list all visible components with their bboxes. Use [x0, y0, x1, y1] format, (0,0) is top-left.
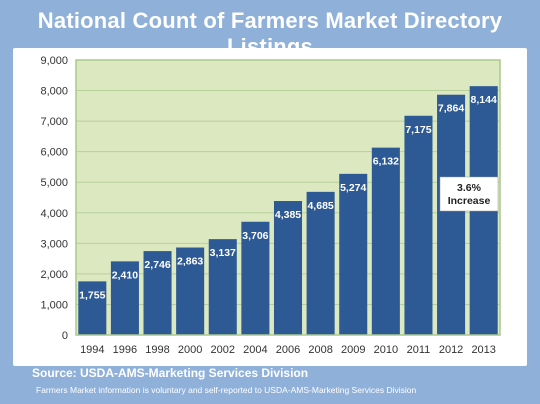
- y-tick-label: 4,000: [40, 208, 68, 220]
- footnote: Farmers Market information is voluntary …: [36, 385, 417, 395]
- data-label: 7,864: [438, 103, 464, 115]
- x-tick-label: 1996: [113, 344, 137, 356]
- bar: [241, 221, 270, 335]
- y-tick-label: 8,000: [40, 86, 68, 98]
- x-tick-label: 1994: [80, 344, 104, 356]
- x-tick-label: 2013: [471, 344, 495, 356]
- y-tick-label: 5,000: [40, 177, 68, 189]
- bar: [208, 239, 237, 335]
- bar: [143, 251, 172, 335]
- annotation-box: [439, 176, 499, 212]
- bar: [273, 201, 303, 335]
- x-tick-label: 2006: [276, 344, 300, 356]
- y-tick-label: 2,000: [40, 269, 68, 281]
- x-tick-label: 2010: [374, 344, 398, 356]
- data-label: 3,137: [210, 247, 236, 259]
- data-label: 6,132: [373, 156, 399, 168]
- y-tick-label: 0: [62, 330, 68, 342]
- y-tick-label: 1,000: [40, 299, 68, 311]
- data-label: 8,144: [471, 94, 497, 106]
- bar: [110, 261, 139, 335]
- data-label: 7,175: [405, 124, 431, 136]
- x-tick-label: 2002: [211, 344, 235, 356]
- data-label: 5,274: [340, 182, 366, 194]
- data-label: 2,410: [112, 269, 138, 281]
- x-tick-label: 2000: [178, 344, 202, 356]
- y-tick-label: 9,000: [40, 55, 68, 67]
- annotation-text: Increase: [448, 195, 491, 207]
- bar: [339, 173, 368, 335]
- x-tick-label: 2008: [308, 344, 332, 356]
- data-label: 4,685: [307, 200, 333, 212]
- y-tick-label: 3,000: [40, 238, 68, 250]
- bar: [437, 94, 466, 335]
- bar: [176, 247, 205, 335]
- x-tick-label: 2012: [439, 344, 463, 356]
- data-label: 3,706: [242, 230, 268, 242]
- bar: [404, 115, 433, 335]
- y-tick-label: 6,000: [40, 147, 68, 159]
- x-tick-label: 2011: [407, 344, 431, 356]
- bar: [78, 281, 107, 335]
- x-tick-label: 2004: [243, 344, 267, 356]
- bar: [306, 191, 335, 335]
- x-tick-label: 1998: [145, 344, 169, 356]
- data-label: 2,746: [144, 259, 170, 271]
- data-label: 2,863: [177, 256, 203, 268]
- y-tick-label: 7,000: [40, 116, 68, 128]
- x-tick-label: 2009: [341, 344, 365, 356]
- data-label: 4,385: [275, 209, 301, 221]
- bar: [371, 147, 400, 335]
- source-note: Source: USDA-AMS-Marketing Services Divi…: [32, 366, 309, 380]
- plot-frame: [75, 59, 501, 336]
- annotation-text: 3.6%: [457, 182, 482, 194]
- chart-title: National Count of Farmers Market Directo…: [37, 8, 503, 59]
- data-label: 1,755: [79, 289, 105, 301]
